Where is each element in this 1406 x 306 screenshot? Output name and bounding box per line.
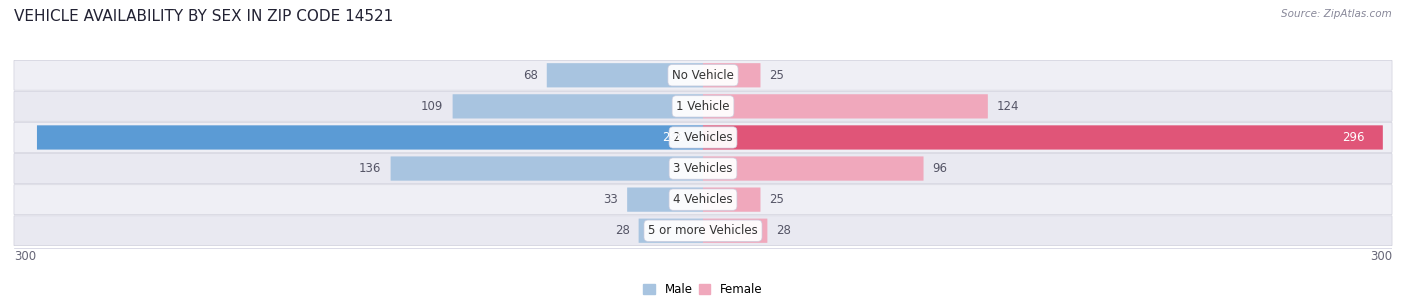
FancyBboxPatch shape [638, 218, 703, 243]
Text: 33: 33 [603, 193, 619, 206]
Text: Source: ZipAtlas.com: Source: ZipAtlas.com [1281, 9, 1392, 19]
FancyBboxPatch shape [14, 60, 1392, 90]
FancyBboxPatch shape [14, 122, 1392, 152]
FancyBboxPatch shape [703, 218, 768, 243]
FancyBboxPatch shape [703, 125, 1384, 150]
Text: 300: 300 [1369, 250, 1392, 263]
FancyBboxPatch shape [703, 156, 924, 181]
Text: 124: 124 [997, 100, 1019, 113]
Text: VEHICLE AVAILABILITY BY SEX IN ZIP CODE 14521: VEHICLE AVAILABILITY BY SEX IN ZIP CODE … [14, 9, 394, 24]
Text: 28: 28 [614, 224, 630, 237]
Text: No Vehicle: No Vehicle [672, 69, 734, 82]
Text: 109: 109 [422, 100, 443, 113]
FancyBboxPatch shape [453, 94, 703, 118]
Text: 296: 296 [1341, 131, 1364, 144]
Text: 290: 290 [662, 131, 685, 144]
Text: 136: 136 [359, 162, 381, 175]
FancyBboxPatch shape [703, 63, 761, 88]
Text: 68: 68 [523, 69, 537, 82]
FancyBboxPatch shape [14, 91, 1392, 121]
Text: 1 Vehicle: 1 Vehicle [676, 100, 730, 113]
Text: 2 Vehicles: 2 Vehicles [673, 131, 733, 144]
Text: 4 Vehicles: 4 Vehicles [673, 193, 733, 206]
FancyBboxPatch shape [627, 188, 703, 212]
FancyBboxPatch shape [14, 216, 1392, 246]
FancyBboxPatch shape [547, 63, 703, 88]
Text: 28: 28 [776, 224, 792, 237]
FancyBboxPatch shape [14, 154, 1392, 184]
FancyBboxPatch shape [37, 125, 703, 150]
FancyBboxPatch shape [391, 156, 703, 181]
Text: 96: 96 [932, 162, 948, 175]
Text: 300: 300 [14, 250, 37, 263]
FancyBboxPatch shape [14, 185, 1392, 215]
FancyBboxPatch shape [703, 188, 761, 212]
Text: 25: 25 [769, 69, 785, 82]
Legend: Male, Female: Male, Female [640, 280, 766, 300]
FancyBboxPatch shape [703, 94, 988, 118]
Text: 5 or more Vehicles: 5 or more Vehicles [648, 224, 758, 237]
Text: 25: 25 [769, 193, 785, 206]
Text: 3 Vehicles: 3 Vehicles [673, 162, 733, 175]
